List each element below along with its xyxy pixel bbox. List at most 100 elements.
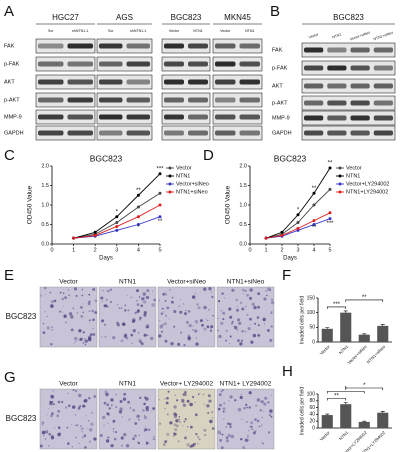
cell-dot <box>186 443 190 447</box>
cell-dot <box>103 401 107 405</box>
cell-dot <box>153 436 155 438</box>
cell-dot <box>181 400 185 404</box>
cell-dot <box>248 406 251 409</box>
blot-band <box>188 43 208 49</box>
data-point <box>158 203 162 207</box>
blot-frame <box>212 92 263 108</box>
blot-band <box>38 43 64 49</box>
y-tick-label: 2.0 <box>41 163 49 169</box>
cell-dot <box>85 415 87 417</box>
significance-label: *** <box>333 302 341 308</box>
blot-band <box>188 114 208 120</box>
cell-dot <box>183 344 186 347</box>
cell-dot <box>76 424 79 427</box>
cell-dot <box>88 397 91 400</box>
cell-dot <box>108 407 111 410</box>
cell-dot <box>246 294 249 297</box>
cell-dot <box>145 397 149 401</box>
cell-dot <box>39 444 43 448</box>
error-bar <box>343 310 348 313</box>
y-tick-label: 50 <box>309 325 315 331</box>
blot-band <box>304 100 324 106</box>
data-point <box>328 166 332 170</box>
cell-dot <box>130 333 134 337</box>
cell-dot <box>231 322 233 325</box>
cell-dot <box>251 302 255 306</box>
data-point <box>328 211 332 215</box>
cell-dot <box>246 406 249 409</box>
blot-band <box>304 115 324 121</box>
cell-dot <box>184 392 187 394</box>
lane-label: Vector <box>308 32 320 40</box>
cell-dot <box>223 402 226 405</box>
cell-dot <box>106 412 110 416</box>
cell-dot <box>182 425 184 427</box>
cell-dot <box>76 312 78 314</box>
data-point <box>136 205 140 209</box>
cell-dot <box>247 327 251 331</box>
cell-dot <box>72 389 75 392</box>
cell-dot <box>148 428 151 431</box>
cell-dot <box>249 317 252 321</box>
cell-dot <box>158 299 161 302</box>
blot-band <box>373 83 393 89</box>
y-tick-label: 1.0 <box>41 202 49 208</box>
cell-dot <box>132 329 136 333</box>
cell-dot <box>106 403 110 407</box>
cell-dot <box>173 405 177 409</box>
cell-dot <box>153 438 155 440</box>
cell-dot <box>93 395 97 398</box>
cell-dot <box>102 290 104 292</box>
cell-dot <box>198 438 201 441</box>
cell-dot <box>253 305 257 310</box>
cell-dot <box>197 393 200 396</box>
cell-dot <box>231 288 235 292</box>
cell-dot <box>250 421 254 425</box>
y-axis-label: Invaded cells per field <box>299 296 305 345</box>
blot-frame <box>212 109 263 125</box>
data-point <box>136 215 140 219</box>
cell-dot <box>222 389 225 392</box>
cell-dot <box>251 428 254 431</box>
blot-band <box>239 130 260 136</box>
cell-dot <box>136 289 139 292</box>
cell-dot <box>164 398 166 400</box>
cell-dot <box>143 333 147 337</box>
cell-dot <box>46 414 49 416</box>
cell-dot <box>46 326 50 330</box>
cell-dot <box>140 304 144 308</box>
cell-dot <box>165 292 167 294</box>
cell-dot <box>256 316 260 319</box>
cell-dot <box>229 335 232 338</box>
cell-dot <box>261 441 264 444</box>
cell-dot <box>255 404 257 407</box>
blot-frame <box>35 125 96 141</box>
cell-dot <box>41 423 44 426</box>
cell-dot <box>65 321 67 324</box>
cell-dot <box>239 342 243 346</box>
cell-dot <box>80 427 84 431</box>
cell-dot <box>159 422 162 425</box>
cell-dot <box>92 327 94 330</box>
x-tick-label: Vector <box>319 344 331 356</box>
legend-marker <box>338 174 342 178</box>
blot-band <box>239 61 260 67</box>
blot-band <box>350 115 370 121</box>
cell-dot <box>262 443 264 445</box>
cell-dot <box>164 339 168 343</box>
blot-band <box>373 65 393 71</box>
cell-dot <box>145 295 150 300</box>
cell-dot <box>212 314 215 317</box>
cell-dot <box>260 424 263 427</box>
cell-dot <box>44 293 47 295</box>
cell-dot <box>123 334 128 339</box>
cell-dot <box>217 317 219 319</box>
cell-dot <box>194 401 196 403</box>
data-point <box>115 215 119 219</box>
cell-dot <box>144 428 148 432</box>
cell-dot <box>110 444 114 448</box>
cell-dot <box>139 341 143 344</box>
cell-dot <box>235 298 238 302</box>
y-tick-label: 0.0 <box>41 241 49 247</box>
blot-band <box>67 97 93 103</box>
